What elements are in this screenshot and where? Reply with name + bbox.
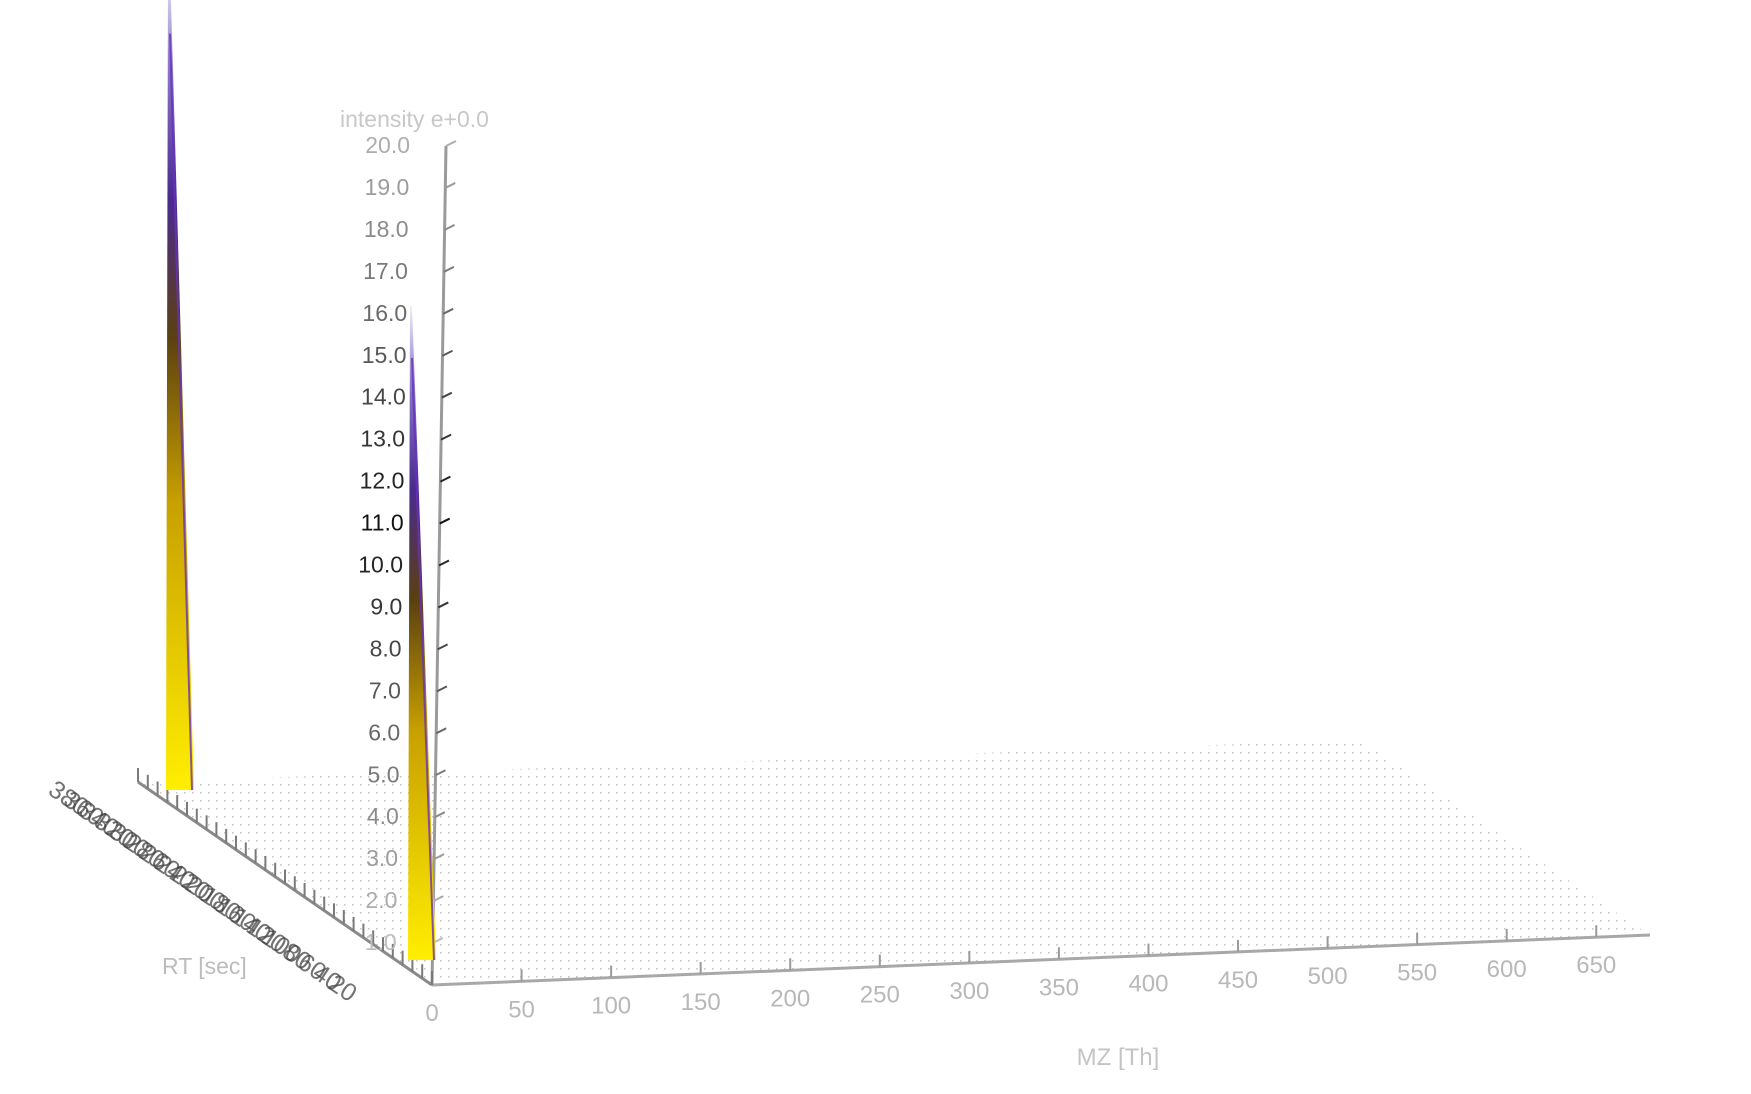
intensity-tick xyxy=(444,182,456,189)
intensity-tick-label: 13.0 xyxy=(360,426,405,452)
intensity-tick-label: 1.0 xyxy=(365,929,397,955)
intensity-tick xyxy=(432,895,444,902)
mz-axis-title: MZ [Th] xyxy=(1077,1044,1160,1071)
intensity-tick xyxy=(437,601,449,609)
intensity-tick-label: 15.0 xyxy=(362,342,407,368)
intensity-tick-label: 20.0 xyxy=(365,132,410,158)
mz-tick-label: 450 xyxy=(1218,967,1258,994)
intensity-tick xyxy=(445,140,457,147)
mz-tick-label: 0 xyxy=(425,1000,438,1027)
intensity-tick-label: 12.0 xyxy=(360,468,405,494)
mz-tick-label: 650 xyxy=(1576,952,1616,979)
intensity-axis-title: intensity e+0.0 xyxy=(340,106,489,132)
intensity-tick-label: 18.0 xyxy=(364,216,409,242)
mz-tick-label: 400 xyxy=(1128,971,1168,998)
intensity-tick-label: 3.0 xyxy=(366,845,398,871)
intensity-tick-label: 14.0 xyxy=(361,384,406,410)
mz-tick-label: 600 xyxy=(1487,956,1527,983)
mz-axis-line xyxy=(431,933,1651,987)
mz-tick-label: 300 xyxy=(949,978,989,1005)
peak-edge xyxy=(411,357,435,961)
intensity-tick-label: 7.0 xyxy=(369,677,401,703)
peak-edge xyxy=(169,33,193,791)
mz-tick-label: 150 xyxy=(681,989,721,1016)
intensity-tick-label: 5.0 xyxy=(368,761,400,787)
intensity-tick xyxy=(442,349,453,357)
floor-surface xyxy=(138,740,1650,985)
intensity-tick xyxy=(438,559,450,567)
mz-tick-label: 200 xyxy=(770,985,810,1012)
intensity-tick xyxy=(435,769,446,777)
intensity-tick xyxy=(441,391,453,399)
intensity-tick xyxy=(435,727,447,735)
intensity-tick xyxy=(439,475,451,483)
intensity-tick-label: 19.0 xyxy=(365,174,410,200)
intensity-tick xyxy=(436,685,448,693)
mz-tick-label: 100 xyxy=(591,993,631,1020)
intensity-tick xyxy=(434,811,446,819)
intensity-tick xyxy=(444,224,456,231)
intensity-tick-label: 16.0 xyxy=(362,300,407,326)
mz-tick-label: 500 xyxy=(1308,963,1348,990)
intensity-tick-label: 2.0 xyxy=(365,887,397,913)
intensity-tick-label: 9.0 xyxy=(370,593,402,619)
mz-tick-label: 550 xyxy=(1397,960,1437,987)
rt-axis-title: RT [sec] xyxy=(162,953,247,979)
mz-tick-label: 250 xyxy=(860,982,900,1009)
intensity-tick-label: 4.0 xyxy=(367,803,399,829)
intensity-tick-label: 10.0 xyxy=(358,552,403,578)
intensity-tick xyxy=(439,517,451,525)
intensity-tick-label: 8.0 xyxy=(370,635,402,661)
intensity-tick-label: 6.0 xyxy=(368,719,400,745)
intensity-tick-label: 11.0 xyxy=(361,510,404,536)
intensity-tick xyxy=(433,853,445,861)
mz-tick-label: 50 xyxy=(508,996,535,1023)
intensity-tick xyxy=(443,265,455,273)
mz-tick-label: 350 xyxy=(1039,974,1079,1001)
intensity-tick xyxy=(437,643,449,651)
intensity-tick-label: 17.0 xyxy=(363,258,408,284)
intensity-tick xyxy=(442,307,454,315)
intensity-tick xyxy=(440,433,452,441)
